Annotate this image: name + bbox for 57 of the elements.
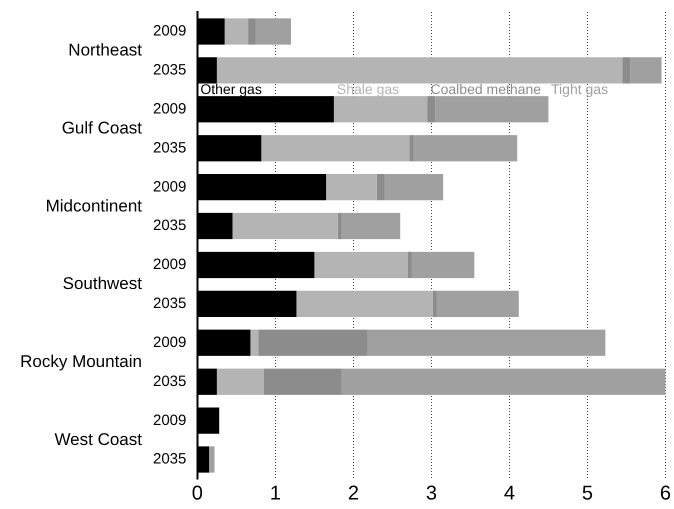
x-tick-label: 2 [348, 482, 359, 505]
bar [216, 368, 264, 395]
text: Midcontinent [46, 196, 142, 216]
y-tick-label: 2009 [152, 22, 186, 40]
x-tick-label: 0 [192, 482, 203, 505]
bar [232, 212, 338, 240]
text: Gulf Coast [62, 118, 142, 138]
bar [258, 330, 368, 356]
y-tick-label: 2035 [152, 62, 186, 79]
bar [334, 96, 428, 122]
bar [384, 174, 444, 200]
y-tick-label: 2035 [152, 139, 186, 156]
series-label: Shale gas [336, 81, 400, 98]
bar [412, 252, 474, 278]
text: Southwest [62, 274, 142, 294]
bar [342, 368, 666, 395]
text: Northeast [68, 40, 142, 60]
bar [264, 368, 342, 395]
bar [428, 96, 436, 122]
text: Rocky Mountain [20, 352, 142, 371]
bar [314, 252, 408, 278]
y-tick-label: 2009 [152, 334, 186, 351]
bar [256, 18, 291, 45]
y-tick-label: 2035 [152, 217, 186, 234]
y-tick-label: 2009 [152, 178, 186, 196]
y-tick-label: 2035 [152, 450, 186, 468]
bar [296, 290, 433, 318]
y-tick-label: 2009 [152, 100, 186, 118]
x-tick-label: 3 [426, 482, 437, 505]
bar [376, 174, 385, 200]
bar [435, 96, 548, 122]
series-label: Tight gas [551, 81, 608, 98]
bar [261, 135, 410, 162]
x-tick-label: 4 [504, 482, 515, 505]
bar [209, 446, 215, 473]
bar [224, 18, 248, 45]
bar [367, 330, 606, 356]
bar [622, 57, 630, 84]
x-tick-label: 1 [270, 482, 281, 505]
text: West Coast [54, 430, 142, 449]
bar [248, 18, 256, 45]
bar [250, 330, 258, 356]
bar [436, 290, 519, 318]
bar [342, 212, 400, 240]
bar [432, 290, 437, 318]
series-label: Coalbed methane [430, 81, 542, 98]
y-tick-label: 2035 [152, 372, 186, 390]
x-tick-label: 5 [582, 482, 593, 505]
bar [326, 174, 377, 200]
y-tick-label: 2009 [152, 412, 186, 429]
bar [413, 135, 518, 162]
y-tick-label: 2035 [152, 295, 186, 312]
bar [630, 57, 662, 84]
x-tick-label: 6 [660, 482, 671, 505]
y-tick-label: 2009 [152, 256, 186, 274]
bar [216, 57, 623, 84]
series-label: Other gas [200, 81, 262, 98]
